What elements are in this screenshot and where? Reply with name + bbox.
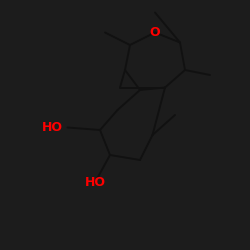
Text: HO: HO xyxy=(84,176,105,189)
Text: HO: HO xyxy=(42,121,62,134)
Text: O: O xyxy=(150,26,160,39)
